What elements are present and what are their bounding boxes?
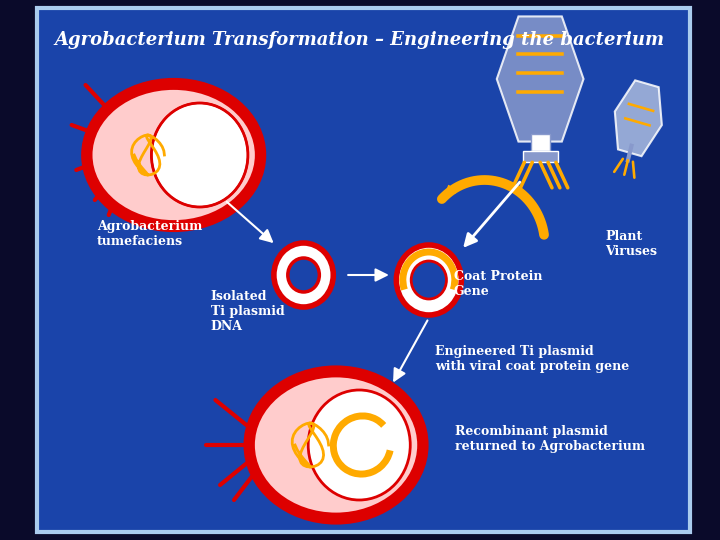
Ellipse shape (246, 368, 426, 523)
Circle shape (411, 261, 446, 299)
Text: Plant
Viruses: Plant Viruses (605, 230, 657, 258)
FancyBboxPatch shape (37, 8, 690, 532)
Text: Agrobacterium Transformation – Engineering the bacterium: Agrobacterium Transformation – Engineeri… (54, 31, 665, 49)
Polygon shape (615, 80, 662, 156)
Ellipse shape (253, 376, 418, 514)
Text: Agrobacterium
tumefaciens: Agrobacterium tumefaciens (96, 220, 202, 248)
Circle shape (396, 245, 462, 315)
Text: Recombinant plasmid
returned to Agrobacterium: Recombinant plasmid returned to Agrobact… (455, 425, 645, 453)
Text: Isolated
Ti plasmid
DNA: Isolated Ti plasmid DNA (211, 290, 284, 333)
Ellipse shape (84, 80, 264, 230)
Circle shape (308, 390, 410, 500)
Ellipse shape (91, 89, 256, 221)
Text: Engineered Ti plasmid
with viral coat protein gene: Engineered Ti plasmid with viral coat pr… (436, 345, 629, 373)
Circle shape (288, 258, 320, 292)
Circle shape (274, 243, 333, 307)
Polygon shape (531, 134, 549, 151)
Polygon shape (497, 16, 583, 141)
Circle shape (151, 103, 248, 207)
Polygon shape (523, 151, 557, 163)
Text: Coat Protein
Gene: Coat Protein Gene (454, 270, 542, 298)
